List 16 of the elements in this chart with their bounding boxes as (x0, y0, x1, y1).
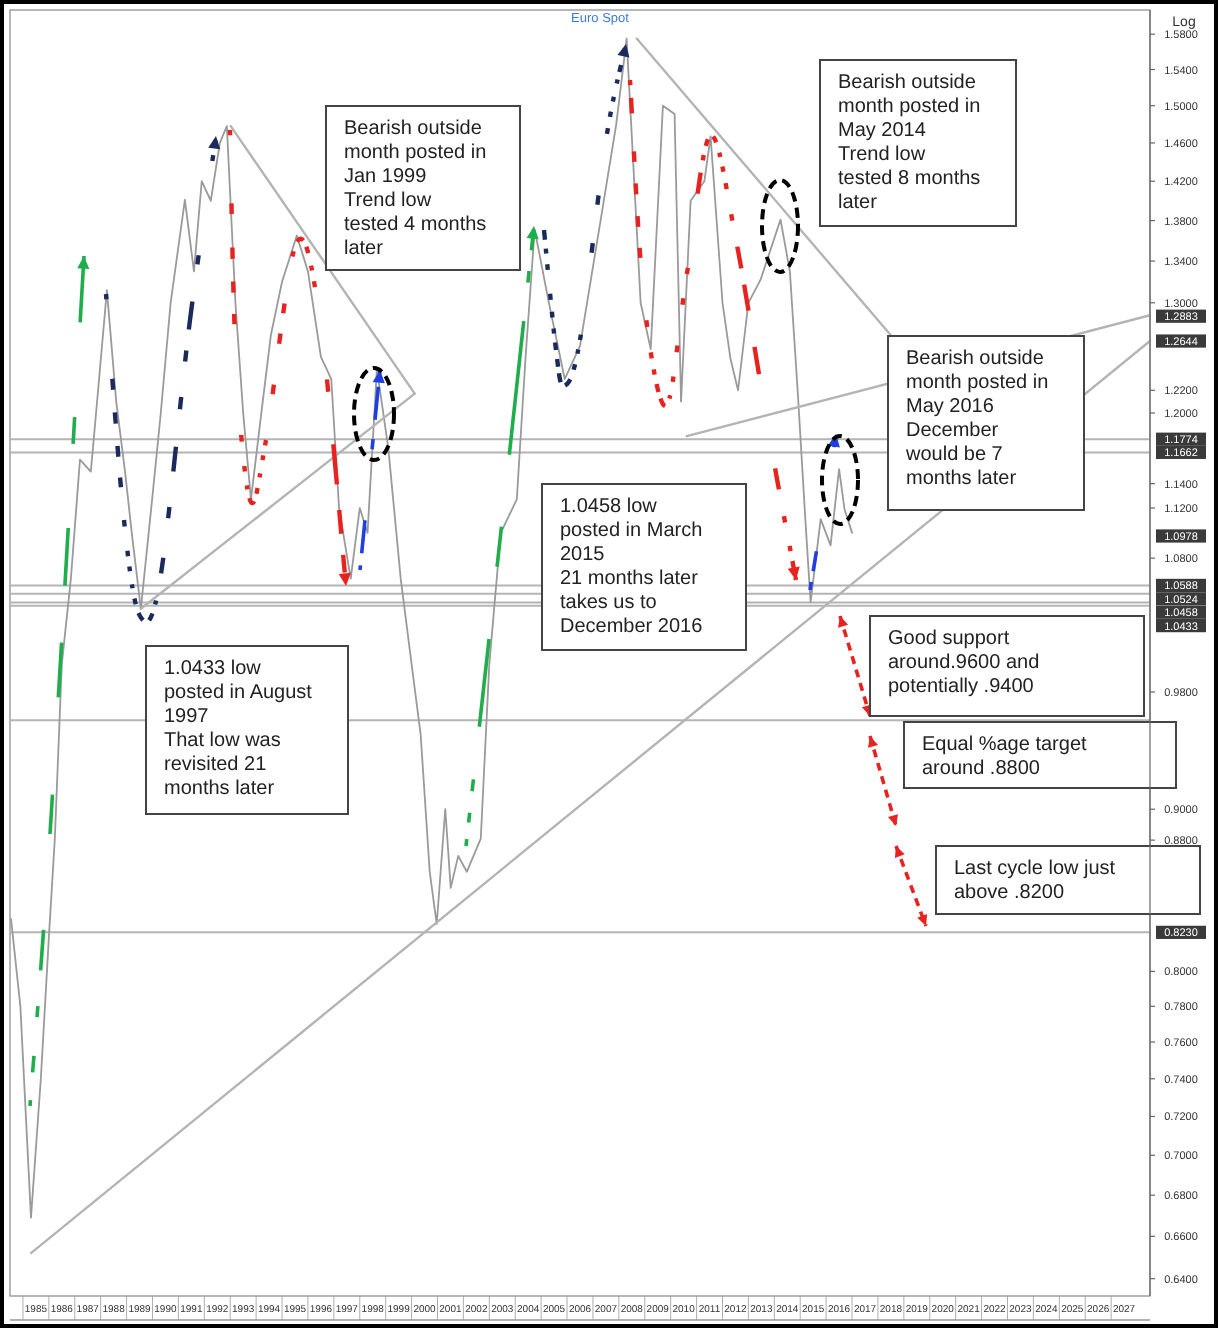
text-box: Bearish outside month posted in May 2016 December would be 7 months later (887, 335, 1085, 511)
text-box: Bearish outside month posted in Jan 1999 Trend low tested 4 months later (325, 105, 521, 271)
text-box: 1.0458 low posted in March 2015 21 months later takes us to December 2016 (541, 483, 747, 651)
text-box: 1.0433 low posted in August 1997 That low was revisited 21 months later (145, 645, 349, 815)
annotation: 1.0433 low posted in August 1997 That low was revisited 21 months later (164, 658, 313, 800)
text-box: Equal %age target around .8800 (903, 721, 1177, 789)
annotation: Bearish outside month posted in Jan 1999 Trend low tested 4 months later (344, 118, 487, 260)
annotation: Good support around.9600 and potentially .9400 (888, 628, 1040, 698)
text-box: Good support around.9600 and potentially .9400 (869, 615, 1145, 717)
text-box: Last cycle low just above .8200 (935, 845, 1201, 915)
annotation: Bearish outside month posted in May 2014 Trend low tested 8 months later (838, 72, 981, 214)
annotation: Equal %age target around .8800 (922, 734, 1087, 780)
annotation: 1.0458 low posted in March 2015 21 months later takes us to December 2016 (560, 496, 704, 638)
text-box: Bearish outside month posted in May 2014 Trend low tested 8 months later (819, 59, 1017, 227)
annotation: Bearish outside month posted in May 2016 December would be 7 months later (904, 348, 1049, 490)
annotation: Last cycle low just above .8200 (954, 858, 1116, 904)
